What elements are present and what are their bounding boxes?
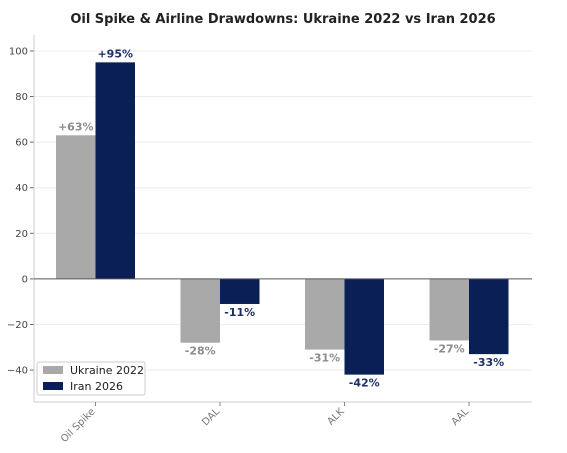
bar-iran-2026-dal [220,278,260,304]
legend-swatch-ukraine-2022 [43,366,63,374]
bar-ukraine-2022-oil-spike [56,135,96,279]
y-tick-label: 40 [15,183,28,194]
x-tick-label-alk: ALK [325,406,347,428]
y-tick-label: 60 [15,138,28,149]
legend: Ukraine 2022 Iran 2026 [36,361,146,396]
bar-iran-2026-aal [469,278,509,355]
bar-ukraine-2022-alk [305,278,345,350]
x-tick-labels: Oil Spike DAL ALK AAL [59,406,471,445]
data-label-iran-2026-oil-spike: +95% [97,47,133,60]
legend-box [36,361,146,396]
chart-title: Oil Spike & Airline Drawdowns: Ukraine 2… [70,12,495,27]
axes [30,35,532,406]
bar-ukraine-2022-aal [429,278,469,341]
bars [34,62,532,375]
x-tick-label-dal: DAL [200,406,222,428]
data-label-ukraine-2022-alk: -31% [309,352,340,365]
legend-label-ukraine-2022: Ukraine 2022 [70,364,144,377]
bar-iran-2026-alk [344,278,384,375]
bar-ukraine-2022-dal [180,278,220,343]
data-label-iran-2026-dal: -11% [224,306,255,319]
y-tick-labels: −40 −20 0 20 40 60 80 100 [7,46,28,376]
x-tick-label-aal: AAL [450,406,472,428]
legend-label-iran-2026: Iran 2026 [70,380,123,393]
data-label-ukraine-2022-oil-spike: +63% [58,120,94,133]
y-tick-label: 20 [15,229,28,240]
y-tick-label: −20 [7,320,28,331]
data-labels: +63% -28% -31% -27% +95% -11% -42% -33% [58,47,504,389]
data-label-iran-2026-aal: -33% [473,356,504,369]
y-tick-label: 100 [9,46,28,57]
y-tick-label: 80 [15,92,28,103]
data-label-iran-2026-alk: -42% [349,377,380,390]
y-tick-label: 0 [22,274,28,285]
legend-swatch-iran-2026 [43,382,63,390]
data-label-ukraine-2022-aal: -27% [434,342,465,355]
y-tick-label: −40 [7,366,28,377]
data-label-ukraine-2022-dal: -28% [185,345,216,358]
x-tick-label-oil-spike: Oil Spike [59,406,98,445]
bar-iran-2026-oil-spike [95,62,135,279]
